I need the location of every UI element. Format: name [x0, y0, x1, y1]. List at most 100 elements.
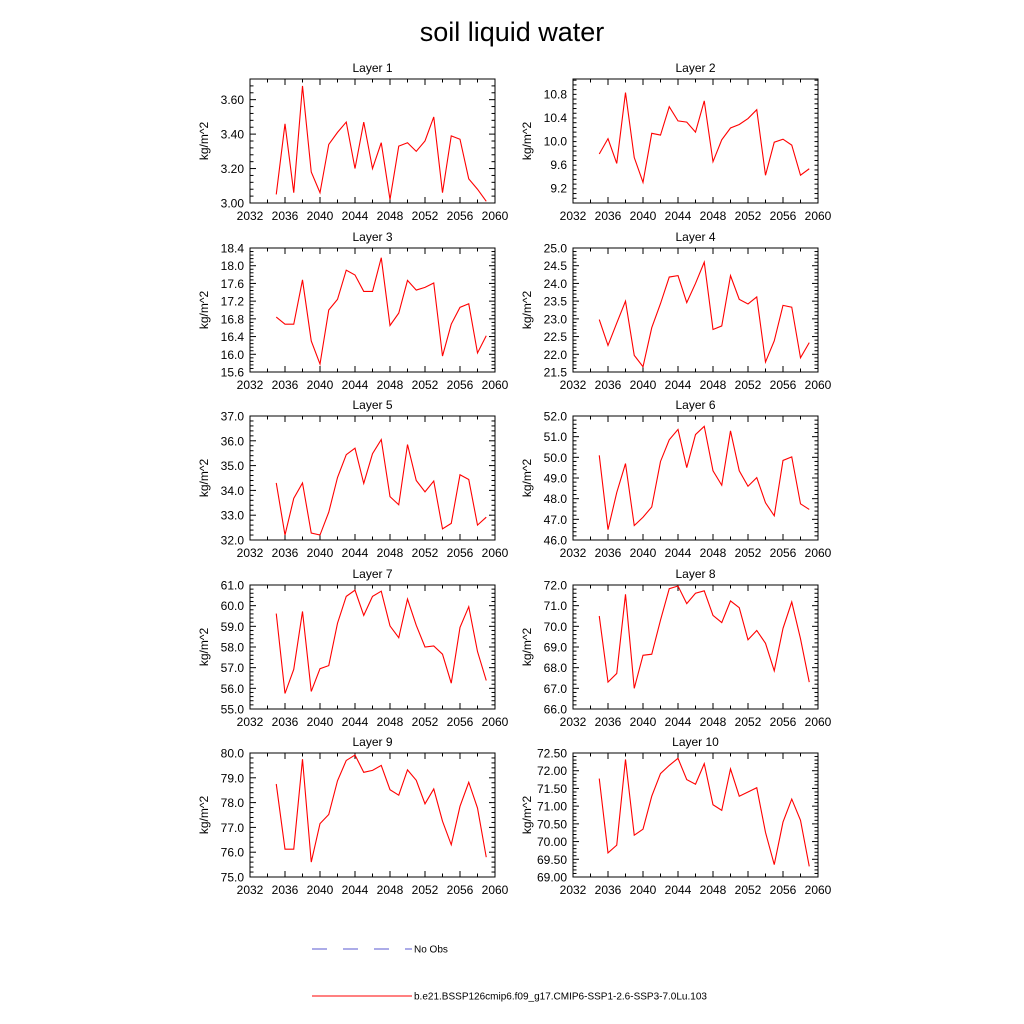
y-tick-label: 68.0 — [544, 661, 568, 675]
x-tick-label: 2048 — [700, 378, 727, 392]
y-tick-label: 9.6 — [550, 158, 567, 172]
y-axis-label: kg/m^2 — [197, 459, 211, 498]
y-tick-label: 71.0 — [544, 599, 568, 613]
y-tick-label: 25.0 — [544, 242, 568, 256]
y-tick-label: 3.40 — [221, 128, 245, 142]
panel-2: Layer 2 2032 2036 2040 2044 2048 2052 2056 2060 9… — [520, 61, 832, 223]
series-line — [275, 85, 487, 202]
panel-title: Layer 6 — [675, 398, 715, 412]
y-tick-label: 69.00 — [537, 871, 567, 885]
x-tick-label: 2052 — [735, 883, 762, 897]
y-tick-label: 23.5 — [544, 295, 568, 309]
x-tick-label: 2056 — [447, 546, 474, 560]
y-tick-label: 36.0 — [221, 434, 245, 448]
x-tick-label: 2048 — [377, 209, 404, 223]
legend: No Obs b.e21.BSSP126cmip6.f09_g17.CMIP6-… — [312, 945, 707, 1003]
x-tick-label: 2044 — [342, 546, 369, 560]
x-tick-label: 2052 — [735, 378, 762, 392]
y-tick-label: 69.50 — [537, 853, 567, 867]
y-tick-label: 17.2 — [221, 295, 245, 309]
x-tick-label: 2036 — [272, 715, 299, 729]
x-tick-label: 2036 — [272, 883, 299, 897]
x-tick-label: 2032 — [237, 883, 264, 897]
x-tick-label: 2032 — [237, 209, 264, 223]
x-tick-label: 2036 — [595, 546, 622, 560]
y-tick-label: 69.0 — [544, 641, 568, 655]
x-tick-label: 2044 — [342, 378, 369, 392]
x-tick-label: 2044 — [342, 883, 369, 897]
y-tick-label: 16.0 — [221, 348, 245, 362]
panel-1: Layer 1 2032 2036 2040 2044 2048 2052 2056 2060 3… — [197, 61, 509, 223]
y-tick-label: 59.0 — [221, 620, 245, 634]
y-tick-label: 72.0 — [544, 579, 568, 593]
panel-3: Layer 3 2032 2036 2040 2044 2048 2052 2056 2060 1… — [197, 230, 509, 392]
panel-4: Layer 4 2032 2036 2040 2044 2048 2052 2056 2060 2… — [520, 230, 832, 392]
x-tick-label: 2036 — [595, 378, 622, 392]
y-tick-label: 57.0 — [221, 661, 245, 675]
y-axis-label: kg/m^2 — [520, 459, 534, 498]
y-tick-label: 34.0 — [221, 484, 245, 498]
y-tick-label: 77.0 — [221, 821, 245, 835]
panel-8: Layer 8 2032 2036 2040 2044 2048 2052 2056 2060 6… — [520, 567, 832, 729]
y-tick-label: 15.6 — [221, 366, 245, 380]
x-tick-label: 2056 — [447, 883, 474, 897]
y-tick-label: 10.4 — [544, 111, 568, 125]
y-tick-label: 56.0 — [221, 682, 245, 696]
y-tick-label: 80.0 — [221, 747, 245, 761]
y-tick-label: 66.0 — [544, 703, 568, 717]
x-tick-label: 2032 — [560, 715, 587, 729]
x-tick-label: 2040 — [630, 715, 657, 729]
y-tick-label: 61.0 — [221, 579, 245, 593]
x-tick-label: 2048 — [377, 546, 404, 560]
x-tick-label: 2044 — [665, 209, 692, 223]
x-tick-label: 2044 — [342, 209, 369, 223]
x-tick-label: 2060 — [482, 546, 509, 560]
y-tick-label: 21.5 — [544, 366, 568, 380]
series-line — [275, 257, 487, 367]
x-tick-label: 2036 — [595, 209, 622, 223]
figure-title: soil liquid water — [420, 17, 605, 47]
y-tick-label: 24.5 — [544, 259, 568, 273]
panel-title: Layer 2 — [675, 61, 715, 75]
panel-7: Layer 7 2032 2036 2040 2044 2048 2052 2056 2060 5… — [197, 567, 509, 729]
x-tick-label: 2048 — [377, 883, 404, 897]
panel-grid: Layer 1 2032 2036 2040 2044 2048 2052 2056 2060 3… — [197, 61, 832, 897]
x-tick-label: 2040 — [307, 209, 334, 223]
panel-6: Layer 6 2032 2036 2040 2044 2048 2052 2056 2060 4… — [520, 398, 832, 560]
y-tick-label: 51.0 — [544, 430, 568, 444]
y-tick-label: 3.00 — [221, 197, 245, 211]
x-tick-label: 2044 — [665, 546, 692, 560]
y-tick-label: 71.50 — [537, 782, 567, 796]
x-tick-label: 2056 — [447, 715, 474, 729]
panel-title: Layer 10 — [672, 735, 719, 749]
x-tick-label: 2044 — [665, 715, 692, 729]
x-tick-label: 2032 — [560, 209, 587, 223]
series-line — [275, 754, 487, 863]
panel-title: Layer 8 — [675, 567, 715, 581]
x-tick-label: 2048 — [700, 546, 727, 560]
y-tick-label: 72.00 — [537, 764, 567, 778]
y-tick-label: 35.0 — [221, 459, 245, 473]
plot-frame — [249, 584, 496, 710]
plot-frame — [572, 752, 819, 878]
x-tick-label: 2044 — [665, 883, 692, 897]
x-tick-label: 2040 — [307, 378, 334, 392]
y-tick-label: 22.5 — [544, 330, 568, 344]
y-tick-label: 3.60 — [221, 93, 245, 107]
y-axis-label: kg/m^2 — [520, 291, 534, 330]
y-tick-label: 55.0 — [221, 703, 245, 717]
panel-5: Layer 5 2032 2036 2040 2044 2048 2052 2056 2060 3… — [197, 398, 509, 560]
y-axis-label: kg/m^2 — [197, 122, 211, 161]
y-tick-label: 71.00 — [537, 800, 567, 814]
y-tick-label: 75.0 — [221, 871, 245, 885]
y-axis-label: kg/m^2 — [197, 291, 211, 330]
series-line — [598, 92, 810, 185]
y-tick-label: 17.6 — [221, 277, 245, 291]
y-tick-label: 49.0 — [544, 472, 568, 486]
y-tick-label: 23.0 — [544, 312, 568, 326]
x-tick-label: 2056 — [770, 209, 797, 223]
x-tick-label: 2036 — [595, 715, 622, 729]
x-tick-label: 2032 — [560, 883, 587, 897]
x-tick-label: 2052 — [735, 715, 762, 729]
